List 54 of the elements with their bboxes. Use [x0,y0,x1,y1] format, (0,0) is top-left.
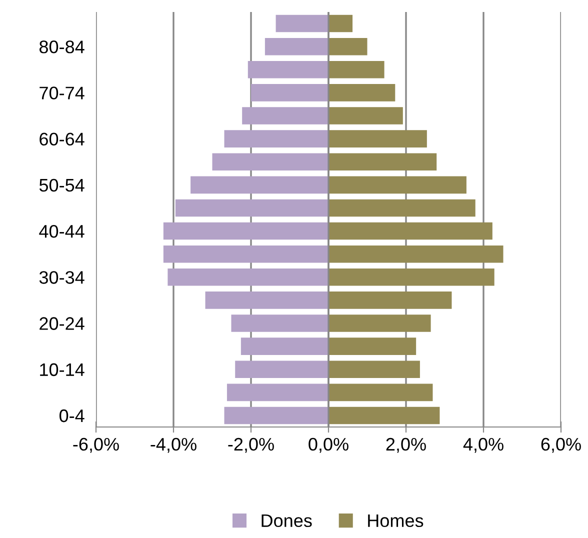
bar [205,292,328,309]
bar [328,130,427,148]
bar [328,153,437,171]
bar [276,14,328,32]
bar [248,60,328,78]
x-tick-label: 0,0% [308,438,348,453]
bar [328,406,440,424]
bar [231,314,328,332]
bar [251,84,328,102]
y-tick-label: 40-44 [39,224,84,238]
bar [328,199,476,217]
y-tick-label: 80-84 [40,40,84,54]
bar [224,406,328,424]
y-tick-label: 60-64 [40,132,84,146]
bar [328,360,420,378]
x-tick-label: 6,0% [541,438,581,453]
x-tick-label: 4,0% [463,438,504,453]
bar [328,384,433,402]
bar [328,292,452,309]
bar [328,245,504,263]
bar [163,222,328,240]
x-tick-label: -4,0% [150,438,196,453]
y-tick-label: 70-74 [40,86,84,100]
x-tick-label: 2,0% [386,438,426,453]
bar [328,314,431,332]
bar [328,84,396,102]
bar [264,38,328,56]
legend-label: Dones [262,514,312,528]
y-tick-label: 0-4 [60,409,84,422]
x-tick-label: -2,0% [228,438,274,453]
y-tick-label: 50-54 [39,178,84,192]
bar [190,176,328,194]
bar [242,107,328,124]
bar [235,360,328,378]
bar [328,222,492,240]
legend-label: Homes [368,514,424,528]
bar [163,245,328,263]
bar [328,338,416,355]
bar [328,14,353,32]
bar [328,38,368,56]
bar [328,107,403,124]
y-tick-label: 30-34 [39,271,84,284]
bar [240,338,328,355]
y-tick-label: 10-14 [40,363,84,376]
bar [212,153,328,171]
y-tick-label: 20-24 [40,317,84,330]
bar [224,130,328,148]
bar [328,268,494,286]
x-tick-label: -6,0% [73,438,119,453]
bar [168,268,328,286]
bar [175,199,328,217]
bar [328,176,466,194]
bar [328,60,384,78]
bar [226,384,328,402]
